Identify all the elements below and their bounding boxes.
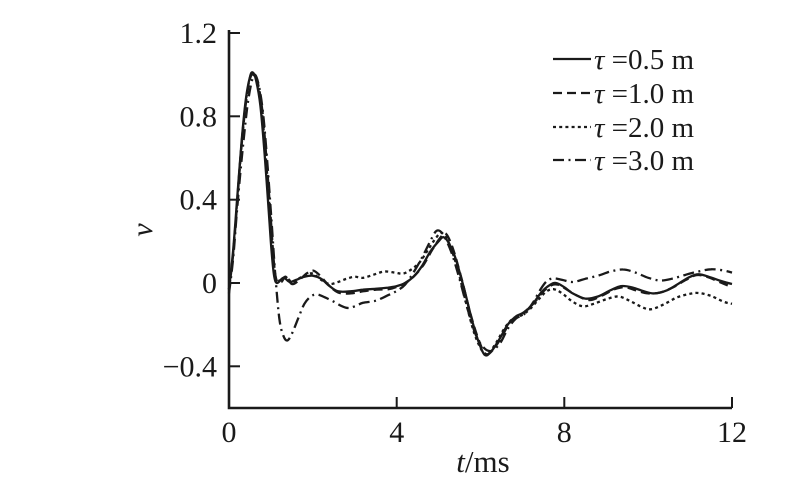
curve-tau-3.0m [227, 73, 733, 353]
y-tick-label-1.2: 1.2 [180, 17, 218, 50]
x-axis-variable: t [456, 444, 466, 479]
x-tick-label-0: 0 [222, 416, 237, 449]
curve-tau-2.0m [227, 72, 733, 356]
curves [227, 71, 733, 357]
y-axis-label: v [126, 223, 159, 237]
y-tick-label-0: 0 [202, 267, 217, 300]
legend-label-tau-1.0m: τ =1.0 m [594, 78, 694, 110]
curve-tau-1.0m [227, 72, 733, 356]
legend: τ =0.5 mτ =1.0 mτ =2.0 mτ =3.0 m [553, 44, 694, 177]
legend-label-tau-0.5m: τ =0.5 m [594, 44, 694, 76]
x-tick-label-4: 4 [389, 416, 404, 449]
y-tick-label-0.4: 0.4 [180, 184, 218, 217]
legend-label-tau-3.0m: τ =3.0 m [594, 145, 694, 177]
x-tick-label-12: 12 [717, 416, 747, 449]
legend-label-tau-2.0m: τ =2.0 m [594, 112, 694, 144]
x-tick-label-8: 8 [557, 416, 572, 449]
line-chart: 0 4 8 12−0.400.40.81.2 τ =0.5 mτ =1.0 mτ =2… [126, 17, 747, 479]
x-axis-unit: /ms [465, 444, 510, 479]
y-tick-label-−0.4: −0.4 [163, 350, 217, 383]
y-tick-label-0.8: 0.8 [180, 100, 218, 133]
axes: 0 4 8 12−0.400.40.81.2 [163, 17, 747, 449]
x-axis-label: t/ms [456, 444, 509, 479]
